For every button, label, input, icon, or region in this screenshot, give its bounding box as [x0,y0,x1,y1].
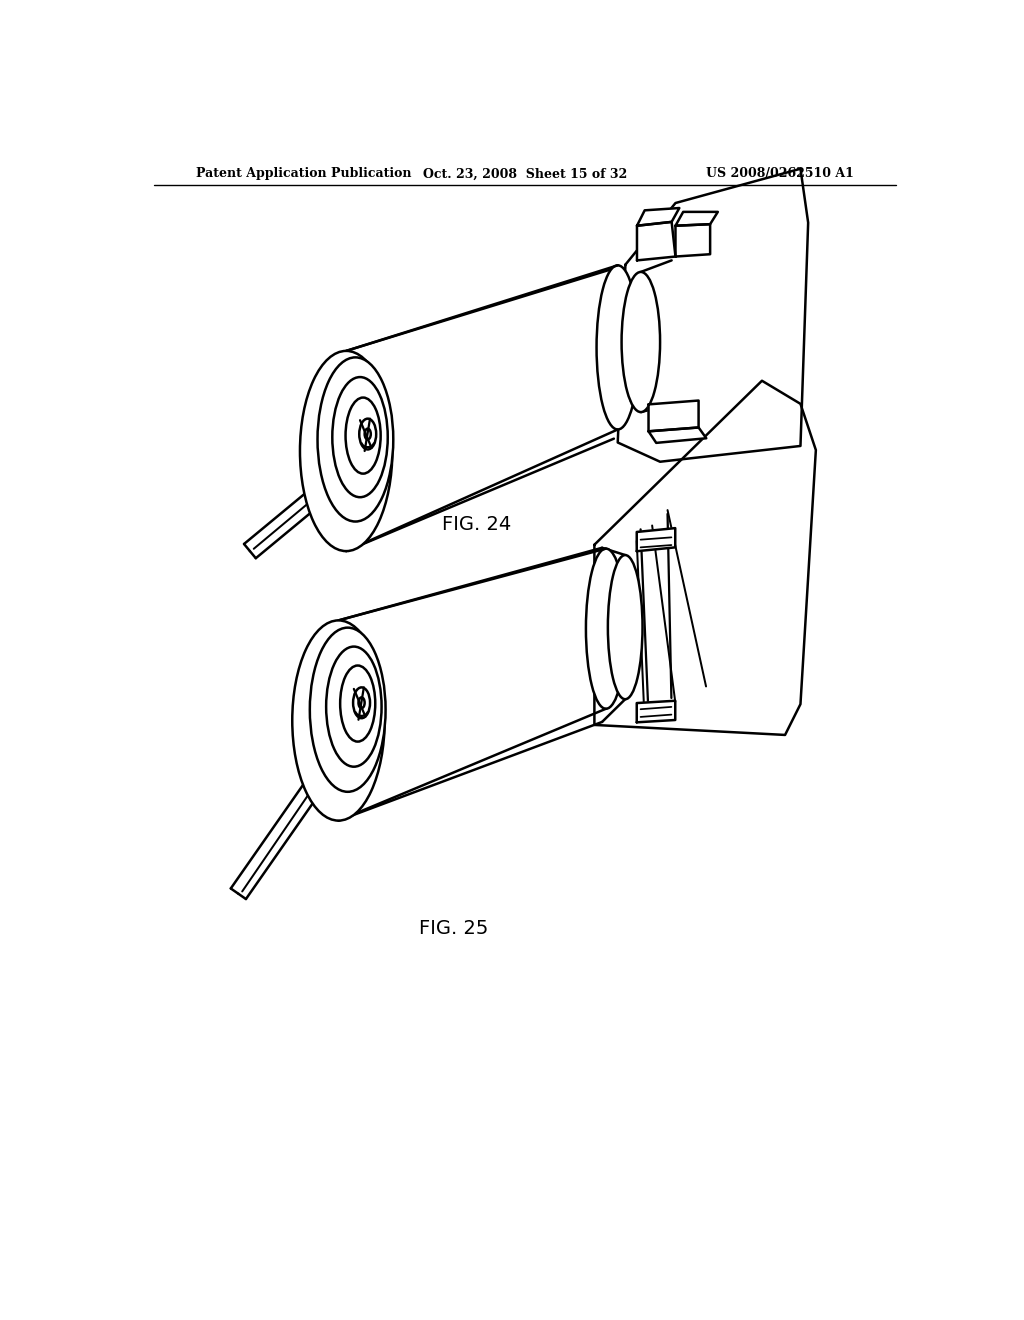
Ellipse shape [365,429,371,440]
Polygon shape [339,548,602,821]
Polygon shape [637,701,675,722]
Ellipse shape [292,620,385,821]
Ellipse shape [353,688,370,718]
Ellipse shape [310,627,386,792]
Ellipse shape [340,665,375,742]
Ellipse shape [326,647,382,767]
Ellipse shape [597,265,639,429]
Ellipse shape [317,358,393,521]
Text: Patent Application Publication: Patent Application Publication [196,168,412,181]
Ellipse shape [608,556,642,700]
Polygon shape [346,268,613,552]
Ellipse shape [300,351,392,552]
Ellipse shape [358,697,365,708]
Polygon shape [676,213,718,226]
Polygon shape [648,400,698,432]
Ellipse shape [359,418,376,450]
Ellipse shape [586,549,626,709]
Polygon shape [594,380,816,735]
Polygon shape [637,528,675,552]
Text: FIG. 25: FIG. 25 [419,919,488,939]
Text: Oct. 23, 2008  Sheet 15 of 32: Oct. 23, 2008 Sheet 15 of 32 [423,168,627,181]
Text: US 2008/0262510 A1: US 2008/0262510 A1 [707,168,854,181]
Polygon shape [637,209,679,226]
Polygon shape [637,222,676,260]
Polygon shape [617,169,808,462]
Polygon shape [648,428,707,444]
Ellipse shape [345,397,381,474]
Text: FIG. 24: FIG. 24 [442,515,512,533]
Ellipse shape [622,272,660,412]
Polygon shape [676,224,710,256]
Ellipse shape [333,378,388,498]
